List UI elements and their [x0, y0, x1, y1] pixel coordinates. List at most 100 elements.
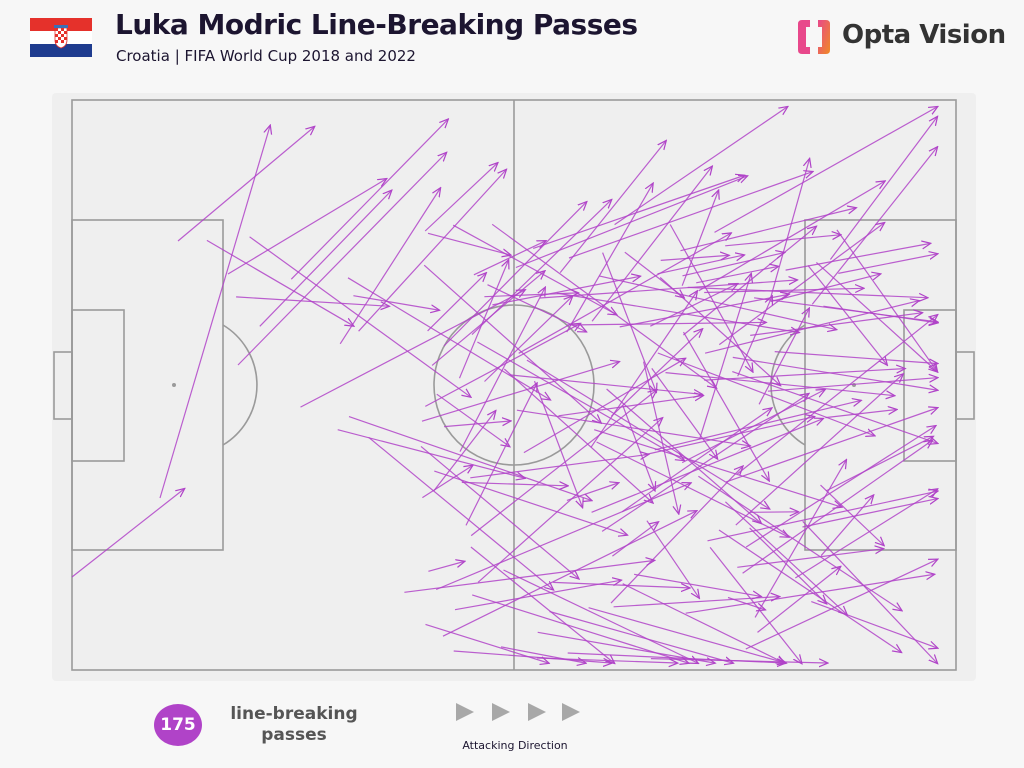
pass-arrow — [459, 288, 545, 452]
pass-arrow — [698, 181, 885, 292]
pass-arrow — [665, 372, 894, 396]
pass-arrow — [758, 309, 809, 405]
pass-arrow — [422, 466, 472, 499]
pass-arrow — [704, 369, 904, 381]
pass-arrow — [682, 253, 784, 277]
pass-arrow — [484, 293, 577, 297]
pass-arrow — [613, 597, 779, 608]
pass-arrow — [704, 288, 863, 294]
pass-arrow — [549, 610, 733, 664]
pass-arrow — [598, 275, 836, 330]
pass-arrow — [650, 284, 737, 327]
pass-arrow — [698, 475, 901, 610]
pass-arrow — [657, 352, 874, 436]
play-triangle-icon — [456, 703, 474, 721]
pass-arrow — [680, 208, 856, 252]
pass-arrow — [594, 429, 841, 507]
pass-arrow — [473, 241, 545, 276]
pass-arrow — [461, 482, 567, 485]
pass-arrow — [159, 126, 270, 499]
page-title: Luka Modric Line-Breaking Passes — [115, 8, 638, 41]
pass-arrow — [591, 167, 712, 322]
play-triangle-icon — [528, 703, 546, 721]
pass-arrow — [503, 569, 698, 663]
pass-count-label: line-breaking passes — [224, 704, 364, 746]
pass-arrow — [621, 408, 771, 513]
pass-arrow — [802, 520, 937, 663]
pass-arrow — [651, 368, 717, 458]
pass-arrow — [71, 489, 184, 578]
pass-arrow — [509, 374, 702, 394]
pass-arrow — [735, 374, 903, 526]
pass-arrow — [477, 341, 683, 460]
pass-arrow — [444, 421, 510, 428]
pass-arrow — [300, 290, 525, 408]
centre-circle — [433, 304, 595, 466]
pass-arrow — [516, 409, 750, 446]
pass-arrow — [602, 252, 657, 392]
pass-arrow — [683, 227, 815, 336]
pass-arrow — [559, 141, 666, 273]
pass-arrow — [537, 631, 715, 663]
pass-arrow — [610, 329, 702, 417]
pass-arrow — [725, 408, 937, 483]
pass-arrow — [749, 527, 826, 603]
pass-arrow — [820, 496, 873, 557]
pass-arrow — [477, 418, 662, 583]
pass-arrow — [404, 561, 653, 593]
attacking-direction-arrows — [456, 703, 580, 721]
pass-arrow — [503, 368, 652, 503]
pass-arrow — [825, 437, 933, 492]
pass-arrow — [423, 264, 600, 422]
pass-arrow — [825, 410, 896, 419]
pass-arrow — [724, 501, 846, 615]
pass-arrow — [745, 560, 937, 650]
pass-arrow — [500, 646, 585, 663]
pass-arrow — [471, 200, 611, 336]
play-triangle-icon — [562, 703, 580, 721]
brand-name: Opta Vision — [842, 20, 1006, 50]
pass-arrow — [829, 117, 937, 260]
pass-arrow — [206, 239, 353, 325]
pass-arrow — [566, 483, 618, 501]
pass-arrow — [767, 378, 937, 392]
page-subtitle: Croatia | FIFA World Cup 2018 and 2022 — [116, 47, 416, 65]
pass-arrow — [807, 265, 887, 365]
pass-arrow — [427, 232, 510, 255]
pass-arrow — [358, 170, 506, 332]
pass-arrow — [518, 233, 731, 354]
opta-logo-icon — [798, 20, 830, 54]
pass-arrow — [714, 107, 938, 233]
pass-arrow — [624, 251, 684, 297]
pass-count-badge: 175 — [154, 704, 202, 746]
pass-arrow — [794, 489, 937, 579]
pass-arrows — [71, 107, 938, 664]
pass-arrow — [622, 583, 785, 663]
pass-arrow — [669, 224, 752, 372]
pass-count-label-line1: line-breaking — [230, 704, 358, 724]
left-penalty-spot — [172, 383, 176, 387]
pass-arrow — [492, 276, 639, 306]
pass-arrow — [465, 384, 537, 526]
pass-arrow — [588, 607, 786, 663]
pass-arrow — [785, 244, 930, 271]
pass-arrow — [614, 107, 788, 226]
pass-arrow — [339, 189, 440, 345]
pass-arrow — [249, 236, 471, 397]
pass-arrow — [553, 581, 689, 588]
pass-arrow — [227, 179, 386, 275]
pass-arrow — [718, 223, 884, 346]
pass-arrow — [454, 580, 621, 611]
pass-arrow — [568, 172, 812, 259]
pass-arrow — [533, 176, 744, 249]
pass-arrow — [259, 191, 391, 327]
pass-arrow — [443, 202, 586, 347]
pass-arrow — [539, 280, 797, 299]
pass-arrow — [633, 573, 760, 596]
football-pitch — [52, 93, 976, 681]
pass-arrow — [237, 153, 446, 366]
attacking-direction-label: Attacking Direction — [462, 739, 568, 752]
pass-arrow — [427, 273, 486, 332]
pass-arrow — [470, 546, 614, 663]
pass-arrow — [836, 229, 937, 371]
